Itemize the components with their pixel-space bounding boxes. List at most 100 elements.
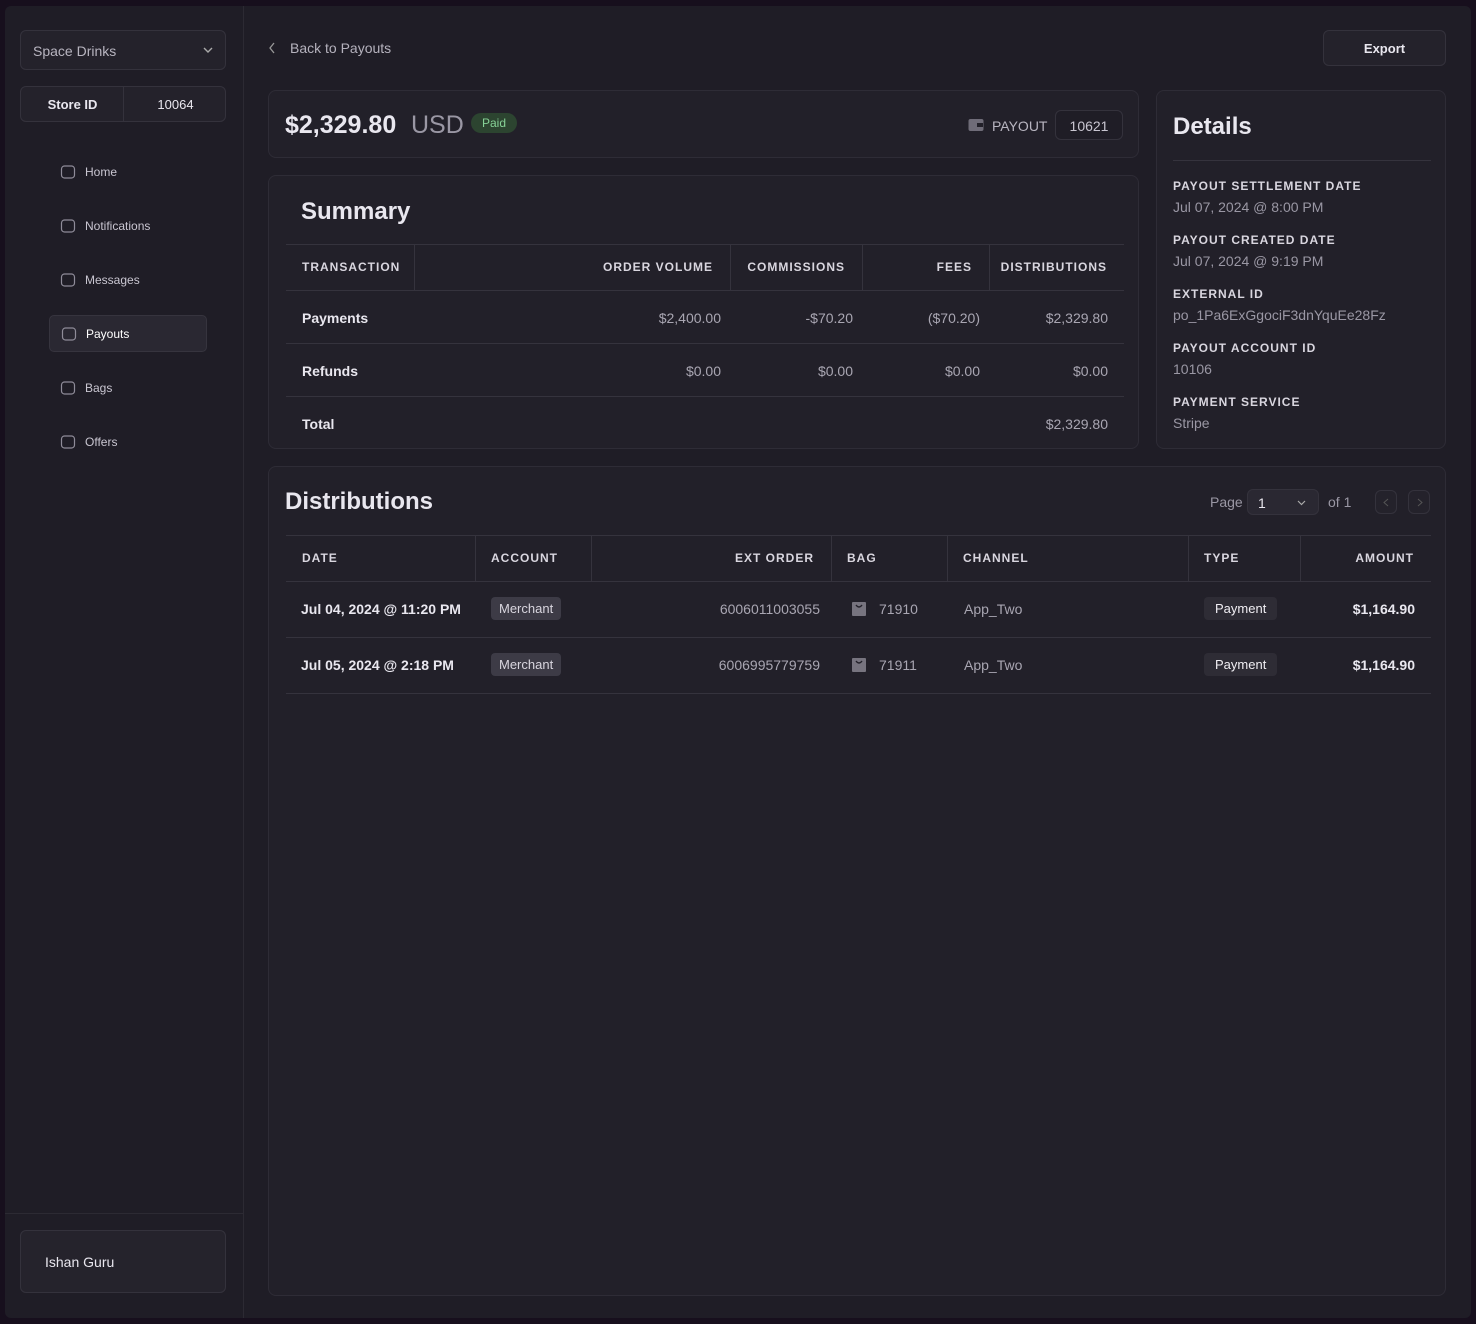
summary-cell: -$70.20 — [805, 310, 853, 326]
channel: App_Two — [964, 601, 1023, 617]
row-line — [286, 396, 1124, 397]
detail-label: PAYOUT CREATED DATE — [1173, 233, 1336, 247]
row-line — [286, 693, 1431, 694]
chevron-down — [203, 47, 213, 53]
export-button[interactable]: Export — [1323, 30, 1446, 66]
nav-label: Home — [85, 164, 118, 179]
summary-cell: Refunds — [302, 363, 358, 379]
column-header: BAG — [847, 551, 877, 565]
detail-value: Jul 07, 2024 @ 8:00 PM — [1173, 199, 1324, 215]
details-card: Details PAYOUT SETTLEMENT DATE Jul 07, 20… — [1156, 90, 1446, 449]
store-id: Store ID 10064 — [20, 86, 226, 122]
nav-item[interactable]: Messages — [49, 261, 207, 298]
sidebar: Space Drinks Store ID 10064 Home Notifica… — [5, 6, 244, 1318]
nav-icon — [60, 380, 76, 395]
bag-glyph — [852, 658, 866, 672]
detail-label: PAYMENT SERVICE — [1173, 395, 1301, 409]
nav-icon — [60, 218, 76, 233]
back-text: Back to Payouts — [290, 40, 392, 56]
bag-icon — [852, 658, 866, 677]
summary-cell: $0.00 — [944, 363, 980, 379]
nav-item[interactable]: Offers — [49, 423, 207, 460]
summary-cell: ($70.20) — [927, 310, 980, 326]
amount: $1,164.90 — [1352, 601, 1415, 617]
column-header: ACCOUNT — [491, 551, 558, 565]
page-label: Page — [1210, 494, 1243, 510]
column-header: EXT ORDER — [734, 551, 814, 565]
table-line — [286, 581, 1431, 582]
column-header: FEES — [936, 260, 972, 274]
nav-item[interactable]: Bags — [49, 369, 207, 406]
nav-item[interactable]: Notifications — [49, 207, 207, 244]
bag-id[interactable]: 71911 — [879, 657, 917, 673]
date-cell: Jul 04, 2024 @ 11:20 PM — [301, 601, 461, 617]
table-line — [286, 290, 1124, 291]
chevron-left — [1383, 498, 1389, 507]
column-divider — [475, 535, 476, 581]
column-header: CHANNEL — [963, 551, 1029, 565]
row-line — [286, 637, 1431, 638]
prev-page[interactable] — [1375, 490, 1397, 514]
divider — [123, 87, 124, 121]
table-line — [286, 535, 1431, 536]
next-page[interactable] — [1408, 490, 1430, 514]
divider — [1173, 160, 1431, 161]
summary-cell: $0.00 — [1072, 363, 1108, 379]
ext-order: 6006011003055 — [719, 601, 820, 617]
bag-icon — [852, 602, 866, 621]
column-divider — [414, 244, 415, 290]
summary-cell: $2,329.80 — [1045, 310, 1108, 326]
page-select[interactable]: 1 — [1247, 489, 1319, 515]
type-chip: Payment — [1204, 597, 1278, 620]
column-divider — [591, 535, 592, 581]
nav-icon — [60, 272, 76, 287]
column-divider — [730, 244, 731, 290]
page-number: 1 — [1258, 495, 1266, 511]
column-header: DISTRIBUTIONS — [1000, 260, 1107, 274]
store-name: Space Drinks — [33, 43, 117, 59]
column-header: AMOUNT — [1355, 551, 1414, 565]
page-total: of 1 — [1328, 494, 1352, 510]
payout-currency: USD — [411, 111, 464, 139]
column-header: TYPE — [1204, 551, 1240, 565]
ext-order: 6006995779759 — [718, 657, 820, 673]
account-chip: Merchant — [491, 597, 562, 620]
distributions-card: Distributions Page 1 of 1 DATE ACCOUNT EXT… — [268, 466, 1446, 1296]
summary-cell: $0.00 — [685, 363, 721, 379]
column-divider — [831, 535, 832, 581]
payout-card: $2,329.80 USD Paid PAYOUT 10621 — [268, 90, 1139, 158]
detail-label: EXTERNAL ID — [1173, 287, 1264, 301]
nav-item[interactable]: Payouts — [49, 315, 207, 352]
nav-icon — [60, 164, 76, 179]
column-header: TRANSACTION — [302, 260, 401, 274]
details-title: Details — [1173, 113, 1252, 140]
payout-id: 10621 — [1055, 110, 1123, 140]
detail-value: Stripe — [1173, 415, 1210, 431]
column-header: DATE — [302, 551, 338, 565]
column-header: COMMISSIONS — [747, 260, 845, 274]
nav-label: Offers — [85, 434, 118, 449]
bag-id[interactable]: 71910 — [879, 601, 918, 617]
nav-icon — [61, 326, 77, 341]
user-box[interactable]: Ishan Guru — [20, 1230, 226, 1293]
divider — [5, 1213, 243, 1214]
summary-card: Summary TRANSACTION ORDER VOLUME COMMISSIO… — [268, 175, 1139, 449]
detail-value: po_1Pa6ExGgociF3dnYquEe28Fz — [1173, 307, 1386, 323]
payout-label: PAYOUT — [992, 118, 1048, 134]
nav-label: Payouts — [86, 326, 130, 341]
column-header: ORDER VOLUME — [602, 260, 713, 274]
channel: App_Two — [964, 657, 1023, 673]
payout-amount: $2,329.80 — [285, 111, 397, 139]
nav-label: Messages — [85, 272, 140, 287]
column-divider — [989, 244, 990, 290]
column-divider — [1300, 535, 1301, 581]
status-badge: Paid — [471, 113, 518, 133]
nav-item[interactable]: Home — [49, 153, 207, 190]
nav-label: Notifications — [85, 218, 151, 233]
amount: $1,164.90 — [1352, 657, 1415, 673]
store-selector[interactable]: Space Drinks — [20, 30, 226, 70]
type-chip: Payment — [1204, 653, 1278, 676]
payout-icon — [968, 119, 984, 131]
